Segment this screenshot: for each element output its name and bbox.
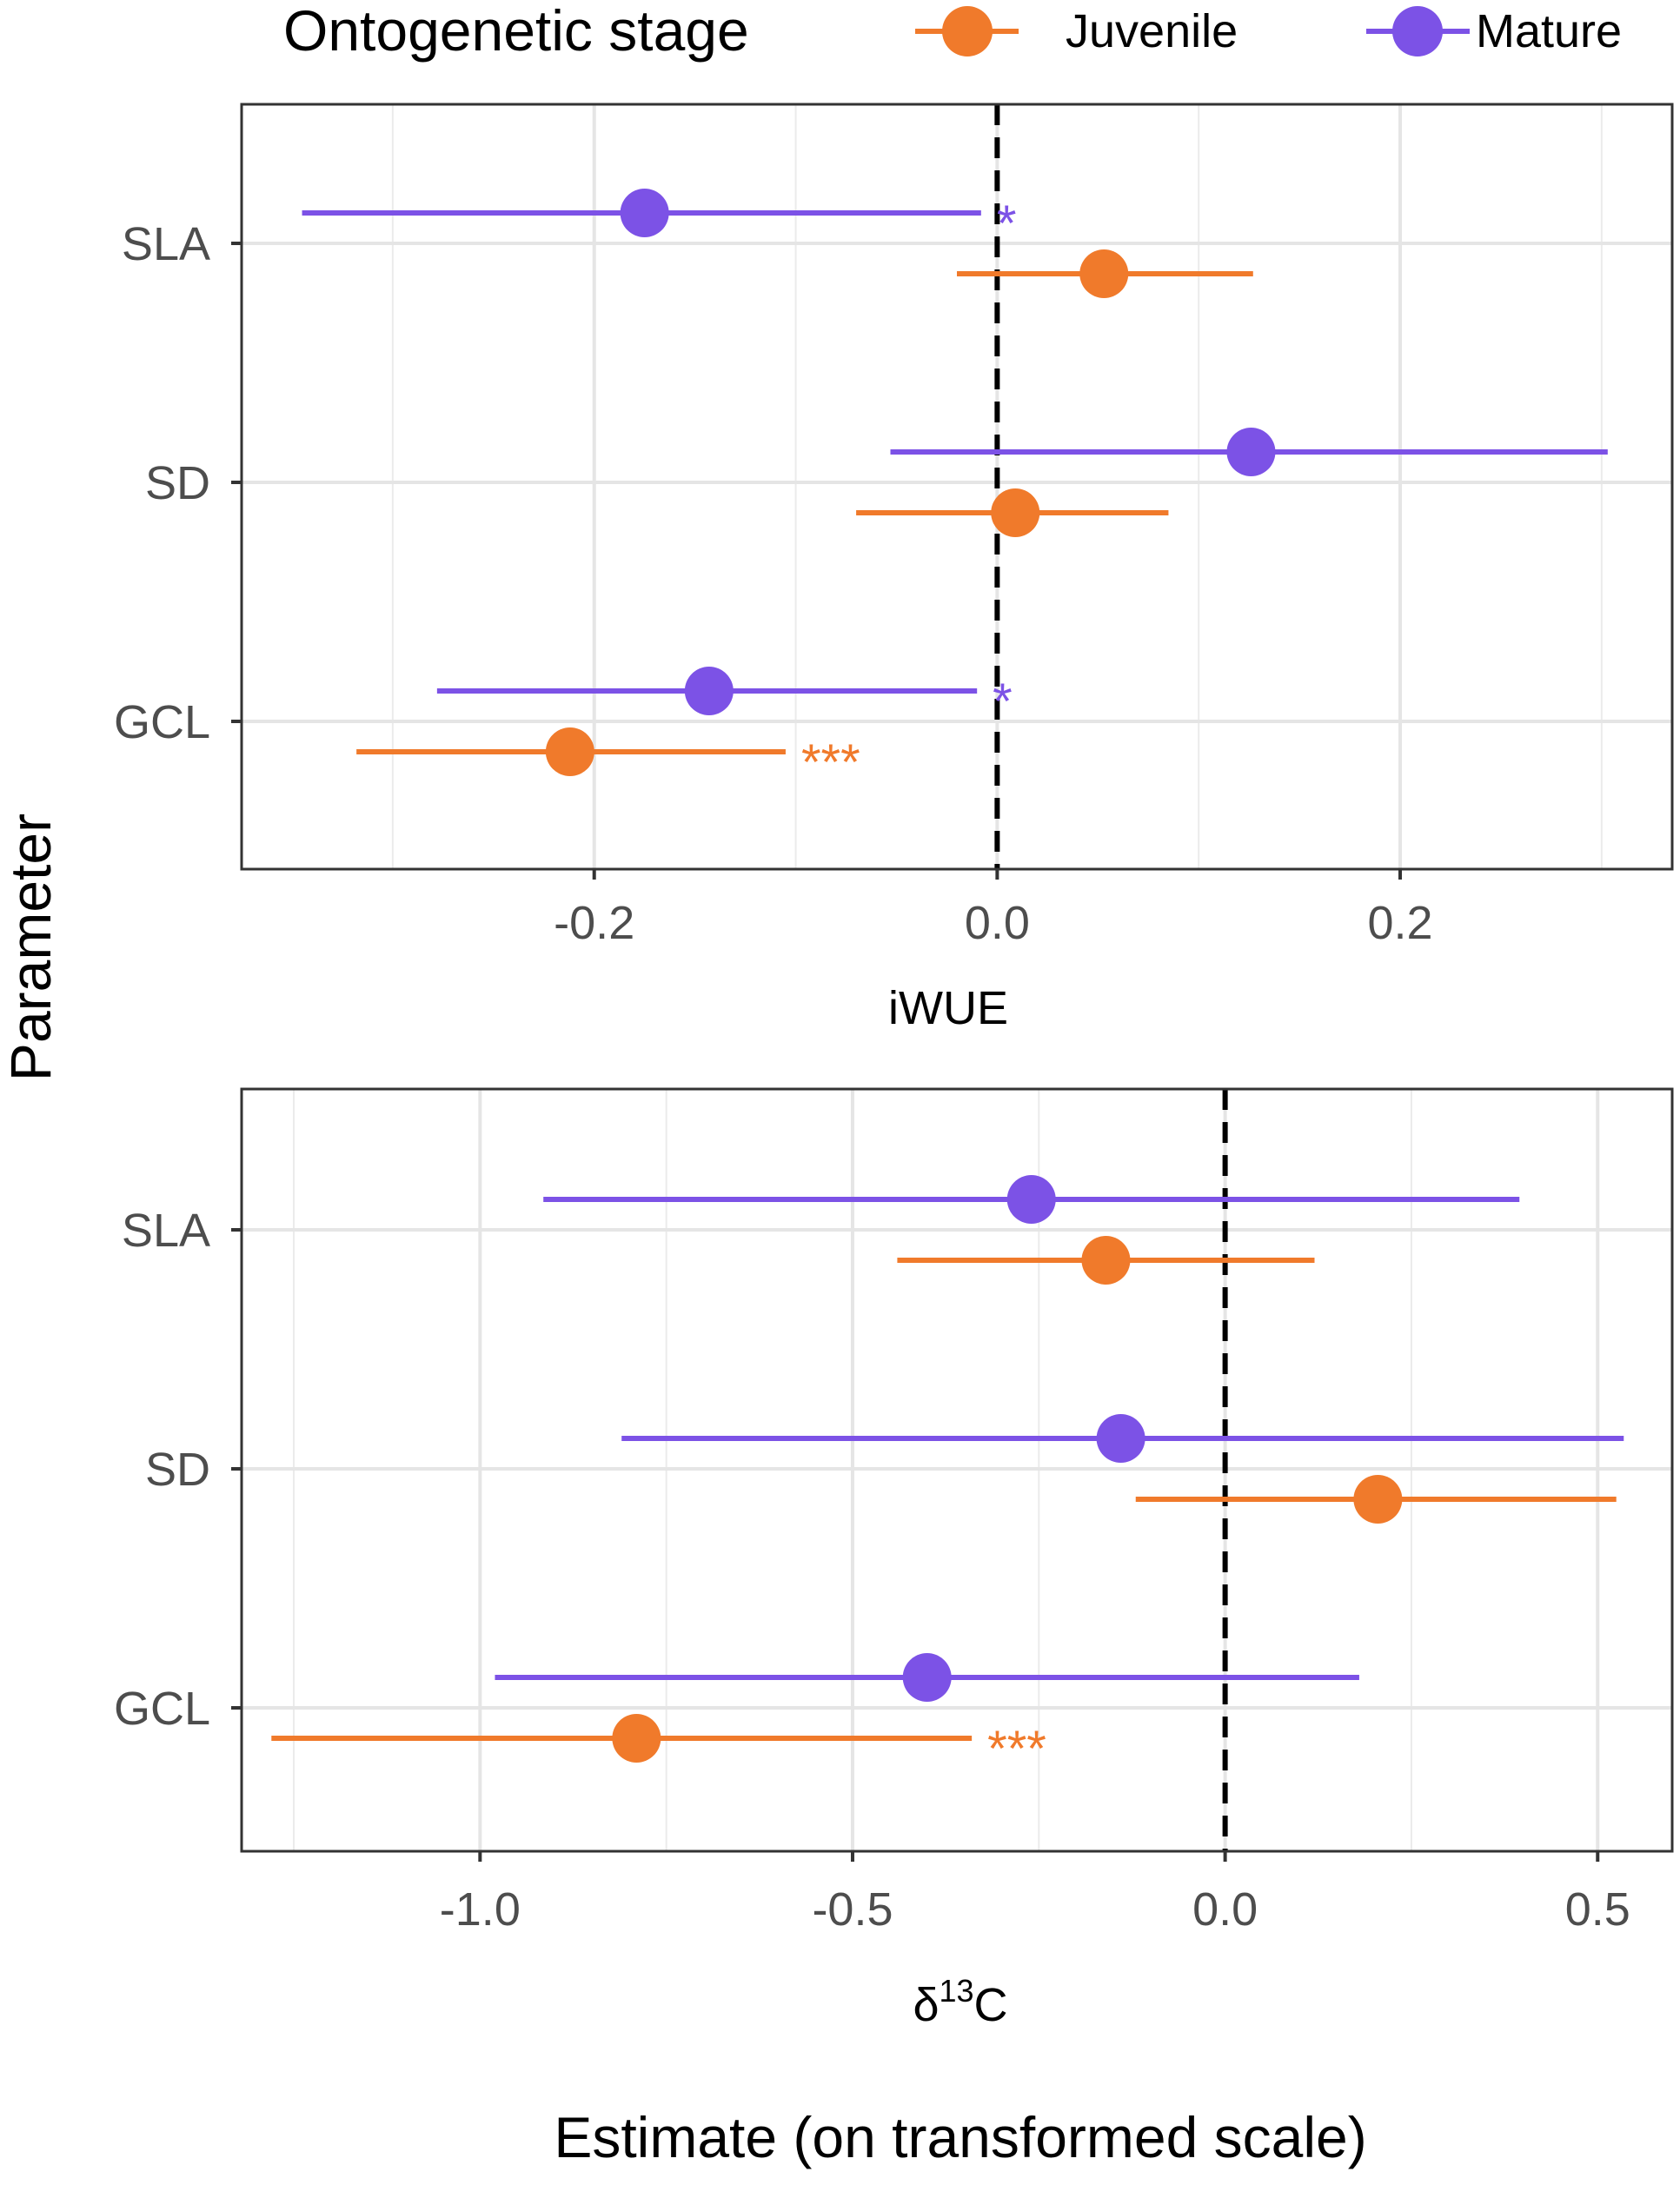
point-mature-sd-iwue xyxy=(1226,428,1276,476)
x-tick-label-iwue: 0.0 xyxy=(965,897,1030,949)
legend-item-mature: Mature xyxy=(1366,5,1622,57)
x-tick-label-d13c: 0.0 xyxy=(1192,1883,1258,1936)
point-juvenile-sla-d13c xyxy=(1081,1236,1131,1285)
legend-title: Ontogenetic stage xyxy=(283,0,749,63)
point-juvenile-gcl-d13c xyxy=(612,1714,661,1763)
point-juvenile-sd-iwue xyxy=(991,488,1040,537)
point-mature-sla-d13c xyxy=(1006,1175,1056,1224)
legend-label-juvenile: Juvenile xyxy=(1066,5,1238,57)
y-tick-label-gcl-iwue: GCL xyxy=(114,696,210,748)
legend: Ontogenetic stage Juvenile Mature xyxy=(283,0,1622,63)
panel-label-iwue: iWUE xyxy=(888,982,1008,1034)
y-tick-label-sla-d13c: SLA xyxy=(122,1205,210,1257)
panel-d13c: *** SLA SD GCL -1.0 -0.5 0.0 0.5 xyxy=(114,1087,1674,1936)
x-tick-label-iwue: 0.2 xyxy=(1367,897,1432,949)
significance-label-mature-gcl-iwue: * xyxy=(993,674,1013,730)
y-tick-label-sla-iwue: SLA xyxy=(122,218,210,270)
legend-key-mature-dot xyxy=(1392,6,1443,56)
point-juvenile-gcl-iwue xyxy=(545,727,594,776)
panel-border-iwue xyxy=(240,103,1674,871)
point-juvenile-sla-iwue xyxy=(1079,249,1129,298)
legend-item-juvenile: Juvenile xyxy=(915,5,1238,57)
point-mature-gcl-d13c xyxy=(902,1653,952,1702)
x-axis-title: Estimate (on transformed scale) xyxy=(554,2105,1366,2169)
significance-label-juvenile-gcl-iwue: *** xyxy=(801,734,860,791)
plot-background-iwue xyxy=(242,104,1672,869)
point-juvenile-sd-d13c xyxy=(1353,1475,1403,1524)
x-tick-label-d13c: -0.5 xyxy=(812,1883,893,1936)
significance-label-mature-sla-iwue: * xyxy=(997,196,1017,252)
y-tick-label-gcl-d13c: GCL xyxy=(114,1683,210,1735)
legend-key-juvenile-dot xyxy=(942,6,993,56)
y-tick-label-sd-d13c: SD xyxy=(145,1444,210,1496)
legend-label-mature: Mature xyxy=(1476,5,1622,57)
panel-label-d13c: δ13C xyxy=(913,1973,1007,2031)
point-mature-sla-iwue xyxy=(620,189,669,237)
y-tick-label-sd-iwue: SD xyxy=(145,457,210,509)
x-tick-label-iwue: -0.2 xyxy=(554,897,634,949)
y-axis-title: Parameter xyxy=(0,814,63,1081)
point-mature-gcl-iwue xyxy=(684,667,734,715)
x-tick-label-d13c: 0.5 xyxy=(1565,1883,1630,1936)
significance-label-juvenile-gcl-d13c: *** xyxy=(987,1721,1046,1777)
x-tick-label-d13c: -1.0 xyxy=(440,1883,521,1936)
point-mature-sd-d13c xyxy=(1096,1414,1145,1463)
